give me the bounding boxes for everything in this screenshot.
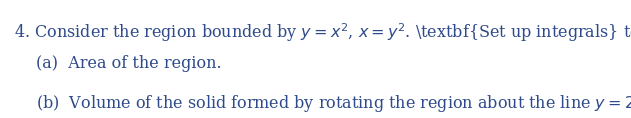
- Text: 4. Consider the region bounded by $y = x^2$, $x = y^2$. \textbf{Set up integrals: 4. Consider the region bounded by $y = x…: [14, 21, 631, 44]
- Text: (b)  Volume of the solid formed by rotating the region about the line $y = 2$.: (b) Volume of the solid formed by rotati…: [36, 93, 631, 114]
- Text: (a)  Area of the region.: (a) Area of the region.: [36, 55, 221, 72]
